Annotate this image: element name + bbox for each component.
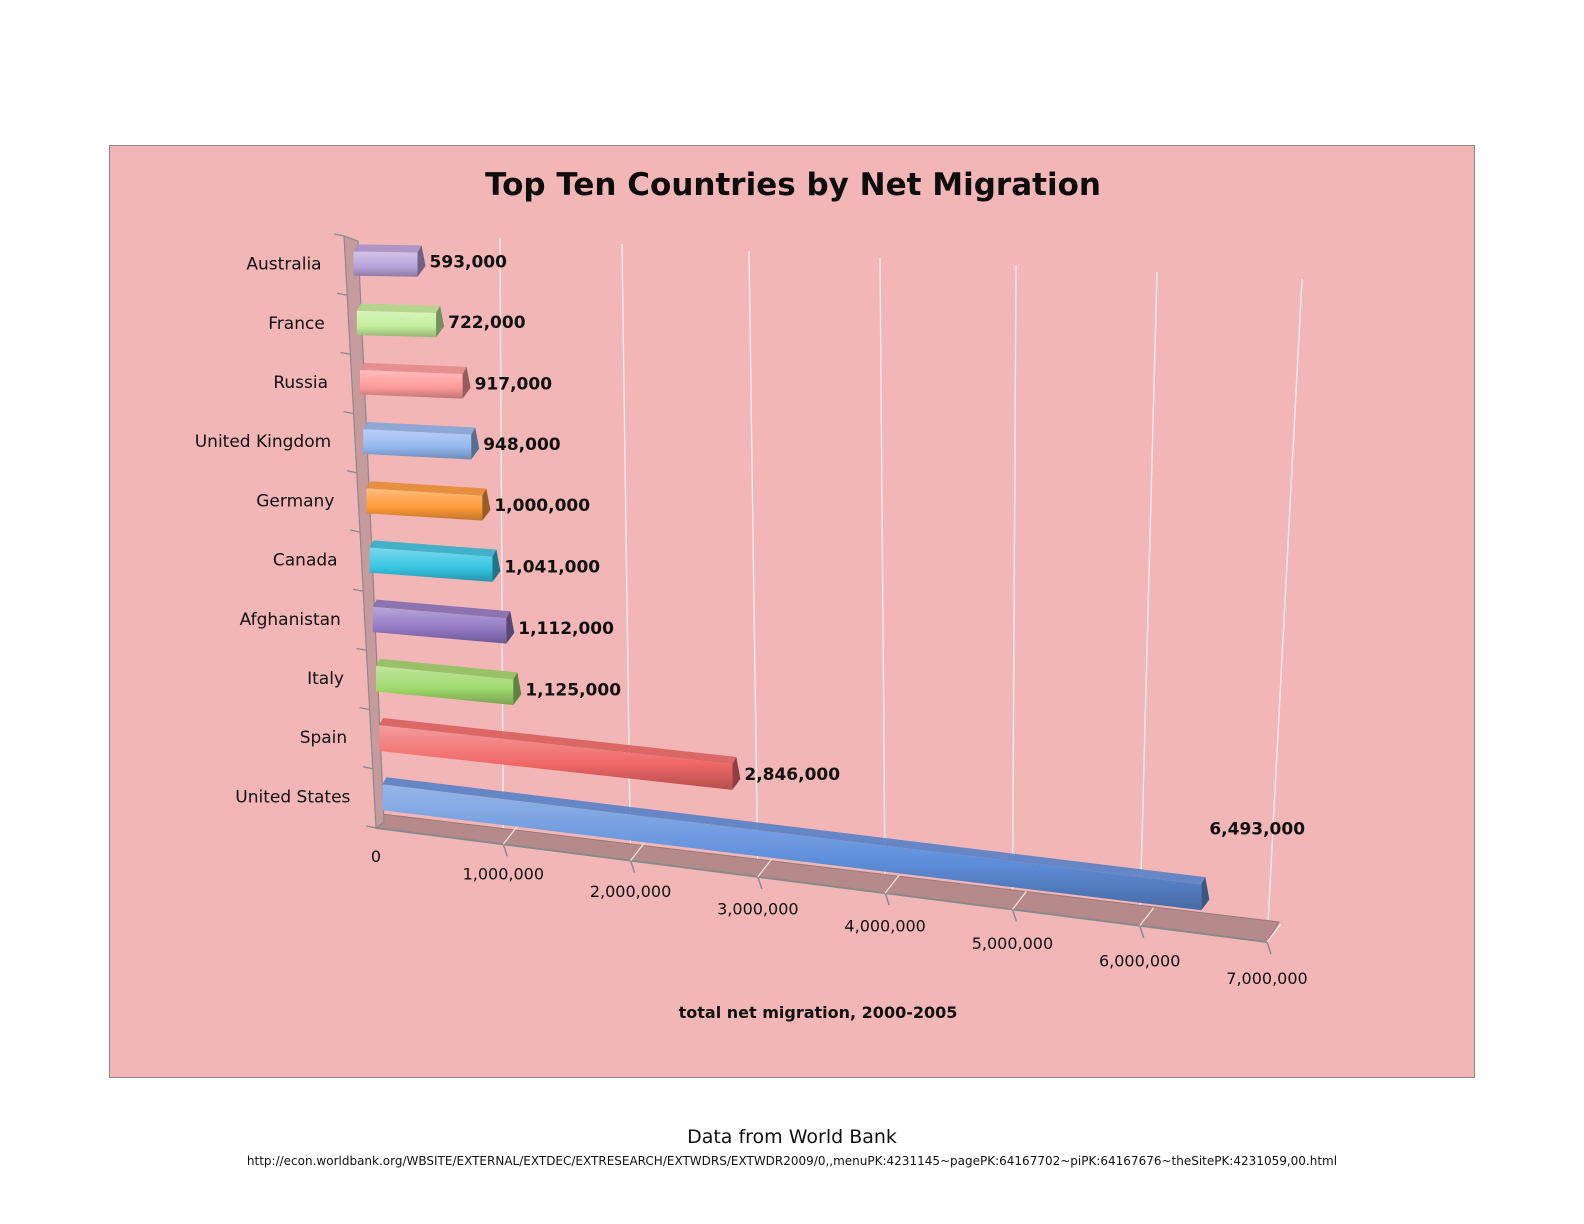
bar-canada — [369, 540, 501, 582]
category-label: Canada — [273, 551, 338, 571]
gridline — [1139, 271, 1158, 926]
bar-germany — [366, 481, 491, 521]
bar-united-kingdom — [363, 422, 480, 460]
y-tick-mark — [359, 706, 370, 711]
bar-australia — [353, 244, 426, 277]
data-label: 1,000,000 — [494, 496, 590, 516]
chart-title: Top Ten Countries by Net Migration — [485, 167, 1101, 203]
y-tick-mark — [362, 766, 373, 770]
category-label: Italy — [307, 669, 344, 689]
floor-gridline — [1139, 907, 1155, 927]
x-tick-mark — [1011, 909, 1018, 922]
floor-gridline — [1266, 923, 1282, 943]
x-tick-label: 6,000,000 — [1099, 952, 1180, 971]
x-tick-labels: 0 1,000,000 2,000,000 3,000,000 4,000,000 5,0… — [371, 847, 1308, 988]
y-tick-mark — [343, 410, 354, 415]
source-label: Data from World Bank — [687, 1126, 897, 1148]
category-label: Russia — [273, 373, 328, 393]
y-tick-mark — [340, 351, 351, 356]
chart-floor — [375, 813, 1282, 955]
data-label: 1,112,000 — [518, 619, 614, 639]
data-labels: 593,000 722,000 917,000 948,000 1,000,000 1,0… — [430, 253, 1306, 840]
x-tick-label: 0 — [371, 847, 381, 866]
floor-gridline — [1011, 891, 1027, 910]
bar-spain — [379, 718, 741, 790]
category-label: Spain — [300, 728, 348, 748]
x-tick-label: 4,000,000 — [844, 917, 925, 936]
y-tick-mark — [333, 233, 345, 237]
bar-united-states — [382, 777, 1210, 911]
category-label: France — [268, 314, 325, 334]
x-tick-mark — [884, 892, 890, 906]
category-label: Australia — [246, 255, 321, 275]
data-label: 722,000 — [448, 313, 526, 333]
chart-panel: Top Ten Countries by Net Migration 0 1,00… — [109, 145, 1475, 1078]
category-label: Afghanistan — [240, 610, 341, 630]
source-url: http://econ.worldbank.org/WBSITE/EXTERNA… — [246, 1154, 1338, 1168]
side-wall-plane — [343, 235, 385, 830]
y-tick-mark — [349, 529, 361, 533]
bar-italy — [376, 658, 522, 706]
floor-gridline — [630, 842, 646, 861]
category-labels: Australia France Russia United Kingdom Germa… — [195, 255, 351, 808]
y-tick-mark — [346, 470, 357, 474]
bar-france — [356, 303, 445, 338]
category-label: Germany — [256, 491, 334, 511]
x-tick-mark — [1266, 941, 1272, 955]
category-label: United Kingdom — [195, 432, 331, 452]
x-tick-label: 1,000,000 — [463, 864, 544, 883]
chart-side-wall — [333, 233, 385, 830]
x-tick-mark — [502, 844, 508, 857]
gridline — [879, 257, 886, 894]
data-label: 6,493,000 — [1209, 819, 1305, 839]
data-label: 948,000 — [483, 435, 561, 455]
data-label: 917,000 — [475, 374, 553, 394]
data-label: 1,125,000 — [525, 680, 621, 700]
y-tick-mark — [356, 647, 367, 652]
x-tick-mark — [1139, 925, 1145, 938]
x-axis-title: total net migration, 2000-2005 — [679, 1003, 958, 1022]
x-tick-label: 2,000,000 — [590, 882, 671, 901]
x-tick-label: 3,000,000 — [717, 899, 798, 918]
y-tick-mark — [337, 292, 348, 296]
category-label: United States — [235, 787, 350, 807]
gridline — [1266, 278, 1303, 943]
x-tick-label: 7,000,000 — [1226, 969, 1307, 988]
x-tick-mark — [629, 860, 636, 873]
bar-russia — [360, 362, 471, 399]
floor-gridline — [757, 858, 773, 878]
y-tick-mark — [365, 825, 377, 829]
data-label: 2,846,000 — [744, 765, 840, 785]
bar-afghanistan — [372, 599, 515, 644]
bars-layer — [353, 244, 1210, 911]
data-label: 1,041,000 — [504, 557, 600, 577]
floor-gridline — [502, 825, 518, 845]
gridline — [748, 250, 759, 877]
gridline — [1011, 264, 1017, 910]
y-tick-mark — [353, 588, 364, 592]
data-label: 593,000 — [430, 253, 508, 273]
x-axis-line — [375, 827, 1268, 943]
x-tick-label: 5,000,000 — [972, 934, 1053, 953]
x-tick-mark — [757, 876, 763, 890]
chart-svg: Top Ten Countries by Net Migration 0 1,00… — [195, 167, 1308, 1022]
floor-gridline — [884, 874, 900, 894]
gridlines — [499, 237, 1303, 943]
